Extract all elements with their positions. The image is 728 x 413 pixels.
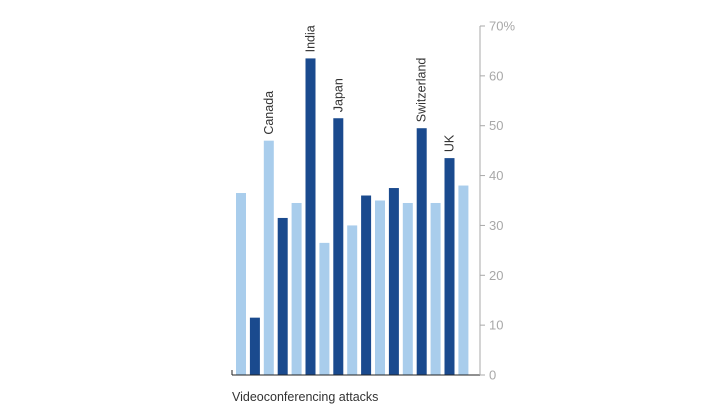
bar-15 — [430, 202, 441, 375]
bar-12 — [388, 188, 399, 375]
category-labels-layer: Canada India Japan Switzerland UK — [262, 25, 457, 152]
bar-1 — [236, 193, 246, 375]
y-tick-label-0: 0 — [489, 368, 496, 383]
category-label-india: India — [304, 25, 318, 52]
bar-9 — [347, 225, 358, 375]
y-tick-label-40: 40 — [489, 168, 503, 183]
y-ticks-layer: 0 10 20 30 40 50 60 70% — [480, 19, 515, 383]
bar-10 — [361, 195, 372, 375]
bars-layer — [236, 58, 469, 376]
y-tick-label-30: 30 — [489, 218, 503, 233]
category-label-uk: UK — [443, 134, 457, 152]
y-tick-label-60: 60 — [489, 68, 503, 83]
bar-3 — [263, 140, 274, 375]
y-tick-label-50: 50 — [489, 118, 503, 133]
y-tick-label-10: 10 — [489, 318, 503, 333]
x-axis-title: Videoconferencing attacks — [232, 390, 378, 404]
bar-2 — [249, 317, 260, 375]
category-label-switzerland: Switzerland — [415, 58, 429, 123]
bar-13 — [402, 202, 413, 375]
category-label-canada: Canada — [262, 91, 276, 135]
bar-5 — [291, 202, 302, 375]
category-label-japan: Japan — [331, 78, 345, 112]
bar-8 — [333, 118, 344, 376]
y-tick-label-20: 20 — [489, 268, 503, 283]
bar-17 — [458, 185, 469, 375]
bar-7 — [319, 242, 330, 375]
bar-11 — [375, 200, 385, 375]
y-tick-label-70: 70% — [489, 19, 515, 34]
bar-6 — [305, 58, 316, 375]
bar-14 — [416, 128, 427, 375]
bar-4 — [277, 217, 288, 375]
bar-16 — [444, 158, 455, 375]
